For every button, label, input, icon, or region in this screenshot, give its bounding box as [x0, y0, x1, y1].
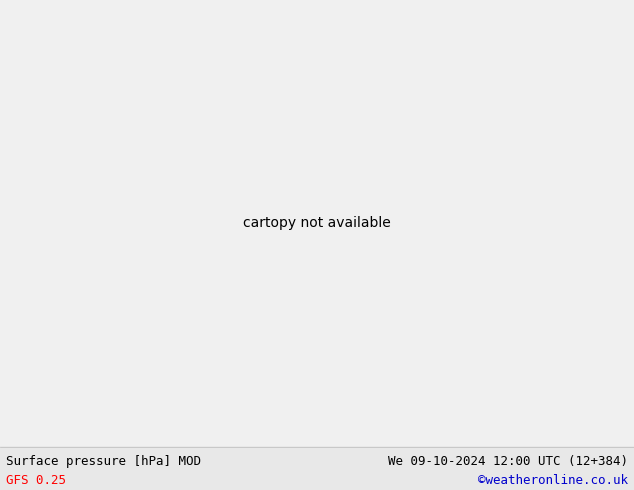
Text: cartopy not available: cartopy not available [243, 216, 391, 230]
Text: GFS 0.25: GFS 0.25 [6, 474, 67, 487]
Text: Surface pressure [hPa] MOD: Surface pressure [hPa] MOD [6, 455, 202, 468]
Text: We 09-10-2024 12:00 UTC (12+384): We 09-10-2024 12:00 UTC (12+384) [387, 455, 628, 468]
Text: ©weatheronline.co.uk: ©weatheronline.co.uk [477, 474, 628, 487]
